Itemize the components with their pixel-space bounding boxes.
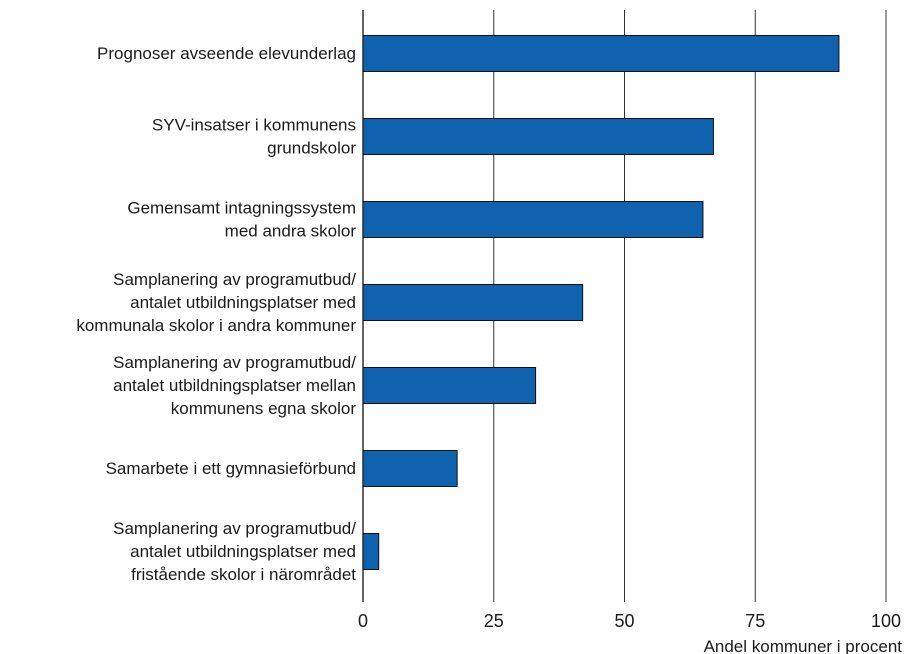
category-label: Gemensamt intagningssystem med andra skol… [127, 199, 356, 241]
bar [362, 533, 380, 570]
category-label-line: Samplanering av programutbud/ [113, 519, 356, 538]
category-label-line: antalet utbildningsplatser med [130, 293, 356, 312]
x-tick-label: 100 [871, 611, 901, 631]
category-label-line: SYV-insatser i kommunens [152, 116, 356, 135]
category-label-line: antalet utbildningsplatser med [130, 542, 356, 561]
category-label: Samarbete i ett gymnasieförbund [106, 459, 356, 478]
x-tick-label: 50 [614, 611, 634, 631]
bar [362, 118, 714, 155]
x-tick-label: 25 [484, 611, 504, 631]
category-label-line: grundskolor [267, 139, 356, 158]
category-label-line: med andra skolor [225, 222, 357, 241]
x-tick-label: 0 [358, 611, 368, 631]
category-label-line: Gemensamt intagningssystem [127, 199, 356, 218]
category-label-line: Prognoser avseende elevunderlag [97, 44, 356, 63]
category-label-line: antalet utbildningsplatser mellan [113, 376, 356, 395]
bar [362, 284, 584, 321]
category-label-line: Samplanering av programutbud/ [113, 270, 356, 289]
category-label-line: kommunala skolor i andra kommuner [76, 316, 356, 335]
bar [362, 35, 840, 72]
category-label: Samplanering av programutbud/antalet utb… [76, 270, 356, 335]
category-label-line: fristående skolor i närområdet [131, 565, 356, 584]
bar [362, 450, 458, 487]
category-label-line: Samplanering av programutbud/ [113, 353, 356, 372]
x-axis-title: Andel kommuner i procent [704, 637, 903, 654]
x-tick-label: 75 [745, 611, 765, 631]
category-label: Samplanering av programutbud/antalet utb… [113, 353, 356, 418]
category-label-line: Samarbete i ett gymnasieförbund [106, 459, 356, 478]
category-label: Prognoser avseende elevunderlag [97, 44, 356, 63]
category-label-line: kommunens egna skolor [171, 399, 357, 418]
category-label: Samplanering av programutbud/antalet utb… [113, 519, 356, 584]
bar [362, 367, 537, 404]
bar [362, 201, 704, 238]
category-label: SYV-insatser i kommunens grundskolor [152, 116, 356, 158]
